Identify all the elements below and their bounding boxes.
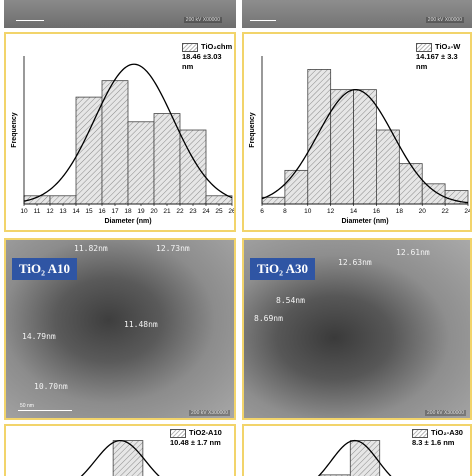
x-tick-label: 26	[228, 208, 236, 215]
magnification-label: 200 kV X00000	[183, 17, 222, 23]
legend-series-name: TiO₂-A30	[431, 428, 463, 437]
sample-label: TiO₂ A10	[12, 258, 77, 280]
legend-swatch	[170, 428, 186, 438]
legend-series-name: TiO₂-W	[435, 42, 461, 51]
x-tick-label: 14	[350, 208, 358, 215]
x-axis-title: Diameter (nm)	[341, 218, 388, 225]
x-tick-label: 21	[163, 208, 171, 215]
scale-bar	[16, 20, 44, 21]
histogram-bar	[112, 440, 144, 476]
legend: TiO₂-W 14.167 ± 3.3 nm	[416, 42, 470, 72]
histogram-bar	[284, 169, 309, 205]
x-tick-label: 17	[111, 208, 119, 215]
normal-fit-curve	[261, 89, 469, 204]
histogram-bar	[376, 129, 400, 205]
x-tick-label: 6	[260, 208, 264, 215]
x-tick-label: 18	[396, 208, 404, 215]
x-tick-label: 16	[373, 208, 381, 215]
magnification-label: 200 kV X300000	[425, 410, 466, 416]
histogram-svg: 6 8 10 12 14 16 18 20 22 24 Diameter (nm) Frequency	[249, 56, 472, 225]
particle-size-annotation: 10.70nm	[34, 382, 68, 391]
histogram-bar	[353, 89, 377, 205]
x-tick-label: 22	[176, 208, 184, 215]
normal-fit-curve	[317, 439, 392, 476]
x-tick-label: 10	[20, 208, 28, 215]
x-tick-label: 11	[34, 208, 41, 215]
legend-swatch	[182, 42, 198, 52]
size-stat: 8.3 ± 1.6 nm	[412, 438, 455, 447]
normal-fit-curve	[23, 63, 233, 202]
histogram-bar	[101, 80, 129, 205]
x-tick-label: 24	[464, 208, 472, 215]
size-stat: 18.46 ±3.03 nm	[182, 52, 222, 71]
size-stat: 14.167 ± 3.3 nm	[416, 52, 458, 71]
histogram-bar	[75, 96, 103, 205]
tem-image-top-left: 200 kV X00000	[4, 0, 236, 28]
histogram-tio2-w: 6 8 10 12 14 16 18 20 22 24 Diameter (nm) Frequency…	[242, 32, 472, 232]
particle-size-annotation: 12.73nm	[156, 244, 190, 253]
particle-size-annotation: 12.61nm	[396, 248, 430, 257]
x-tick-label: 20	[419, 208, 427, 215]
particle-size-annotation: 12.63nm	[338, 258, 372, 267]
histogram-bar	[205, 195, 233, 205]
x-tick-label: 23	[189, 208, 197, 215]
x-tick-label: 12	[327, 208, 335, 215]
histogram-bar	[127, 121, 155, 205]
tem-image-a10: TiO₂ A10 11.82nm 12.73nm 11.48nm 14.79nm…	[4, 238, 236, 420]
particle-size-annotation: 14.79nm	[22, 332, 56, 341]
x-tick-label: 8	[283, 208, 287, 215]
legend-series-name: TiO2-A10	[189, 428, 222, 437]
histogram-tio2-chm: 10 11 12 13 14 15 16 17 18 19 20 21 22 23 24 25 26 Diamet…	[4, 32, 236, 232]
histogram-tio2-a30: TiO₂-A30 8.3 ± 1.6 nm	[242, 424, 472, 476]
legend-series-name: TiO₂chm	[201, 42, 233, 51]
scale-bar	[250, 20, 276, 21]
particle-size-annotation: 8.54nm	[276, 296, 305, 305]
histogram-bar	[349, 440, 381, 476]
histogram-svg: 10 11 12 13 14 15 16 17 18 19 20 21 22 23 24 25 26 Diamet…	[11, 56, 236, 225]
tem-image-a30: TiO₂ A30 12.63nm 12.61nm 8.54nm 8.69nm 2…	[242, 238, 472, 420]
histogram-bar	[49, 195, 77, 205]
legend-swatch	[412, 428, 428, 438]
scale-bar	[18, 410, 72, 411]
x-tick-label: 19	[137, 208, 145, 215]
x-tick-label: 22	[441, 208, 449, 215]
normal-fit-curve	[80, 439, 160, 476]
magnification-label: 200 kV X00000	[425, 17, 464, 23]
x-tick-label: 16	[98, 208, 106, 215]
histogram-tio2-a10: TiO2-A10 10.48 ± 1.7 nm	[4, 424, 236, 476]
legend: TiO2-A10 10.48 ± 1.7 nm	[170, 428, 222, 448]
y-axis-title: Frequency	[11, 112, 18, 148]
scale-label: 50 nm	[20, 403, 34, 409]
sample-label: TiO₂ A30	[250, 258, 315, 280]
histogram-bar	[307, 69, 332, 205]
size-stat: 10.48 ± 1.7 nm	[170, 438, 221, 447]
histogram-bar	[421, 183, 446, 205]
x-axis-title: Diameter (nm)	[104, 218, 151, 225]
y-axis-title: Frequency	[249, 112, 256, 148]
tem-image-top-right: 200 kV X00000	[242, 0, 472, 28]
histogram-bar	[153, 113, 181, 205]
x-tick-label: 13	[59, 208, 67, 215]
legend-swatch	[416, 42, 432, 52]
legend: TiO₂-A30 8.3 ± 1.6 nm	[412, 428, 463, 448]
histogram-svg	[80, 439, 160, 476]
x-tick-label: 25	[215, 208, 223, 215]
magnification-label: 200 kV X300000	[189, 410, 230, 416]
histogram-bar	[261, 196, 286, 205]
x-tick-label: 24	[202, 208, 210, 215]
particle-size-annotation: 11.82nm	[74, 244, 108, 253]
x-tick-label: 14	[72, 208, 80, 215]
x-tick-label: 10	[304, 208, 312, 215]
x-tick-label: 20	[150, 208, 158, 215]
x-tick-label: 18	[124, 208, 132, 215]
particle-size-annotation: 8.69nm	[254, 314, 283, 323]
histogram-bar	[398, 163, 423, 205]
x-tick-label: 12	[46, 208, 54, 215]
legend: TiO₂chm 18.46 ±3.03 nm	[182, 42, 234, 72]
particle-size-annotation: 11.48nm	[124, 320, 158, 329]
x-tick-label: 15	[85, 208, 93, 215]
